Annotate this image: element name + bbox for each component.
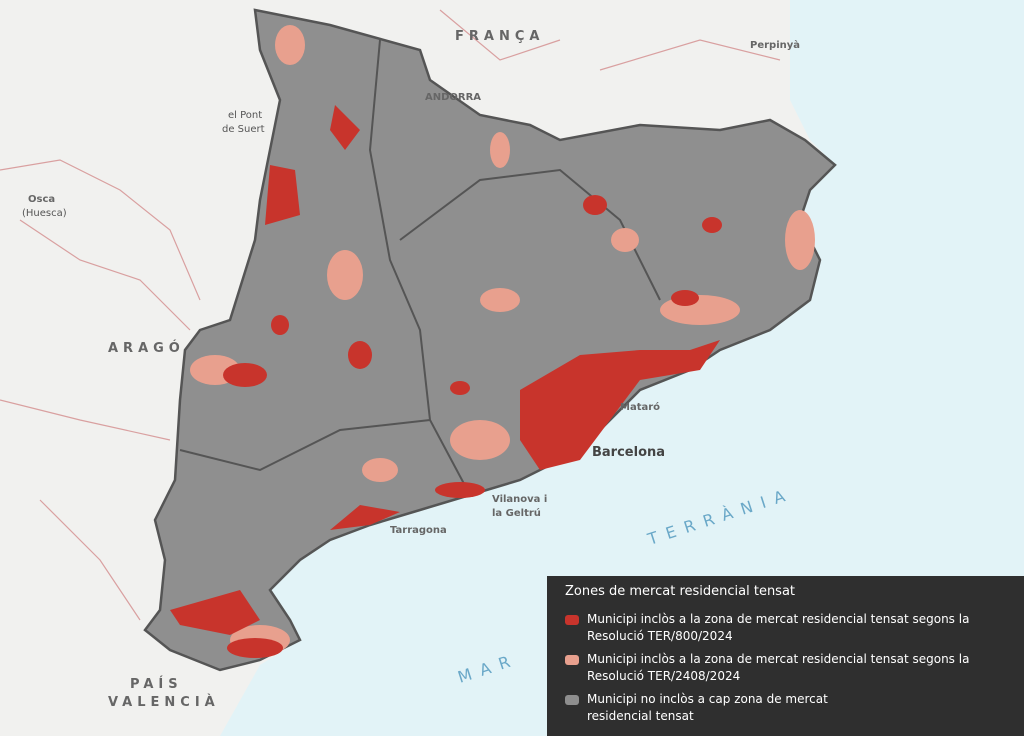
city-label: de Suert xyxy=(222,124,265,135)
legend-swatch xyxy=(565,655,579,665)
region-label: ARAGÓ xyxy=(108,340,185,356)
legend-label: Municipi no inclòs a cap zona de mercat … xyxy=(587,692,828,723)
city-label: Tarragona xyxy=(390,525,447,536)
city-label: el Pont xyxy=(228,110,262,121)
legend-item: Municipi inclòs a la zona de mercat resi… xyxy=(565,651,1006,685)
roads xyxy=(0,9,781,621)
legend-label: Municipi inclòs a la zona de mercat resi… xyxy=(587,612,970,643)
country-label: FRANÇA xyxy=(455,29,544,44)
legend-swatch xyxy=(565,695,579,705)
region-label: VALENCIÀ xyxy=(108,694,220,710)
region-label: PAÍS xyxy=(130,676,183,692)
legend-item: Municipi inclòs a la zona de mercat resi… xyxy=(565,611,1006,645)
legend: Zones de mercat residencial tensat Munic… xyxy=(547,576,1024,736)
city-label: Perpinyà xyxy=(750,39,800,51)
red-zones xyxy=(170,105,722,658)
legend-swatch xyxy=(565,615,579,625)
city-label: Vilanova i xyxy=(492,494,547,505)
city-label: Osca xyxy=(28,194,55,205)
legend-item: Municipi no inclòs a cap zona de mercat … xyxy=(565,691,1006,725)
country-label: ANDORRA xyxy=(425,92,481,103)
city-label: (Huesca) xyxy=(22,208,67,219)
city-label: Barcelona xyxy=(592,445,665,460)
city-label: la Geltrú xyxy=(492,507,541,519)
catalonia xyxy=(143,8,837,672)
legend-label: Municipi inclòs a la zona de mercat resi… xyxy=(587,652,970,683)
city-label: Mataró xyxy=(620,401,660,413)
legend-title: Zones de mercat residencial tensat xyxy=(565,584,796,599)
